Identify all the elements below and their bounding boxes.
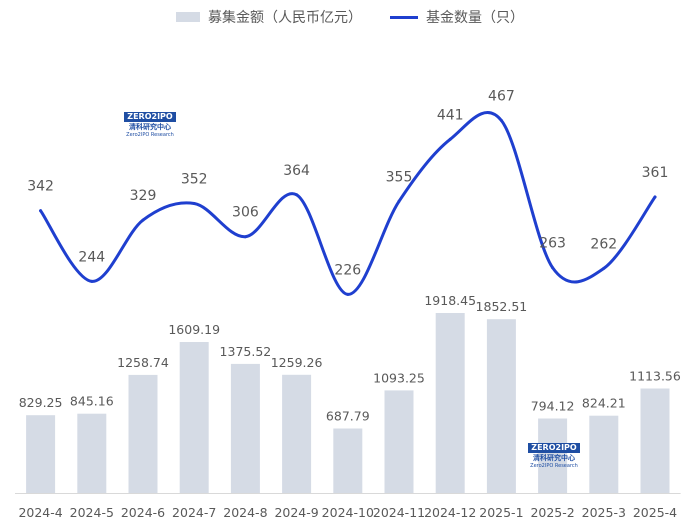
bar-2024-6 bbox=[128, 374, 158, 493]
bar-value-label: 1609.19 bbox=[168, 322, 220, 337]
bar-value-label: 687.79 bbox=[326, 409, 370, 424]
line-point-2024-5 bbox=[90, 279, 94, 283]
x-tick-label: 2024-10 bbox=[322, 505, 374, 520]
line-value-label: 441 bbox=[437, 107, 464, 123]
line-point-2025-1 bbox=[499, 119, 503, 122]
line-point-2024-12 bbox=[448, 137, 452, 141]
line-value-label: 244 bbox=[78, 249, 105, 265]
watermark-en-2: Zero2IPO Research bbox=[530, 463, 578, 469]
bar-2024-12 bbox=[435, 313, 465, 493]
line-point-2024-7 bbox=[192, 202, 196, 205]
watermark-logo-top: ZERO2IPO 清科研究中心 Zero2IPO Research bbox=[120, 104, 180, 139]
bar-value-label: 1113.56 bbox=[629, 369, 681, 384]
watermark-logo-bottom: ZERO2IPO 清科研究中心 Zero2IPO Research bbox=[524, 435, 584, 470]
bar-2025-3 bbox=[589, 415, 619, 493]
bar-2024-5 bbox=[77, 413, 107, 493]
line-value-label: 262 bbox=[590, 236, 617, 252]
line-value-label: 306 bbox=[232, 205, 259, 221]
line-value-label: 226 bbox=[334, 262, 361, 278]
legend-line-label: 基金数量（只） bbox=[426, 10, 524, 26]
legend-item-line: 基金数量（只） bbox=[390, 7, 524, 27]
bar-2024-7 bbox=[179, 342, 209, 493]
bar-value-label: 1918.45 bbox=[424, 293, 476, 308]
bar-2024-11 bbox=[384, 390, 414, 493]
line-value-label: 364 bbox=[283, 163, 310, 179]
legend-bar-swatch bbox=[176, 12, 200, 22]
x-tick-label: 2024-6 bbox=[121, 505, 165, 520]
bar-value-label: 1259.26 bbox=[271, 355, 323, 370]
bar-value-label: 845.16 bbox=[70, 394, 114, 409]
x-tick-label: 2024-8 bbox=[223, 505, 267, 520]
bar-value-label: 1258.74 bbox=[117, 355, 169, 370]
legend: 募集金额（人民币亿元） 基金数量（只） bbox=[0, 6, 700, 28]
line-value-label: 361 bbox=[642, 165, 669, 181]
line-point-2024-9 bbox=[295, 193, 299, 197]
line-point-2024-8 bbox=[243, 235, 247, 239]
x-tick-label: 2024-11 bbox=[373, 505, 425, 520]
bar-2025-2 bbox=[538, 418, 568, 493]
watermark-cn-2: 清科研究中心 bbox=[533, 454, 575, 462]
bar-value-label: 794.12 bbox=[531, 399, 575, 414]
x-tick-label: 2025-2 bbox=[530, 505, 574, 520]
line-value-label: 355 bbox=[386, 169, 413, 185]
bar-2025-4 bbox=[640, 388, 670, 493]
legend-bar-label: 募集金额（人民币亿元） bbox=[208, 10, 362, 26]
bar-2024-10 bbox=[333, 428, 363, 493]
watermark-en: Zero2IPO Research bbox=[126, 132, 174, 138]
line-point-2024-10 bbox=[346, 292, 350, 296]
bar-value-label: 829.25 bbox=[19, 395, 63, 410]
line-point-2025-2 bbox=[551, 266, 555, 270]
line-value-label: 329 bbox=[130, 188, 157, 204]
bar-2024-4 bbox=[26, 415, 56, 493]
x-tick-label: 2025-3 bbox=[582, 505, 626, 520]
line-point-2024-11 bbox=[397, 199, 401, 203]
x-tick-label: 2024-5 bbox=[70, 505, 114, 520]
line-value-label: 352 bbox=[181, 172, 208, 188]
line-point-2025-3 bbox=[602, 266, 606, 270]
watermark-brand-2: ZERO2IPO bbox=[528, 443, 580, 453]
watermark-cn: 清科研究中心 bbox=[129, 123, 171, 131]
bar-value-label: 824.21 bbox=[582, 396, 626, 411]
x-tick-label: 2024-4 bbox=[18, 505, 62, 520]
x-tick-label: 2024-7 bbox=[172, 505, 216, 520]
line-point-2024-4 bbox=[39, 209, 43, 213]
bar-value-label: 1093.25 bbox=[373, 370, 425, 385]
x-tick-label: 2024-9 bbox=[274, 505, 318, 520]
legend-item-bar: 募集金额（人民币亿元） bbox=[176, 7, 362, 27]
line-point-2025-4 bbox=[653, 195, 657, 199]
line-value-label: 342 bbox=[27, 179, 54, 195]
line-point-2024-6 bbox=[141, 218, 145, 222]
bar-value-label: 1852.51 bbox=[476, 299, 528, 314]
x-tick-label: 2024-12 bbox=[424, 505, 476, 520]
x-tick-label: 2025-1 bbox=[479, 505, 523, 520]
bar-2024-9 bbox=[282, 374, 312, 493]
bar-value-label: 1375.52 bbox=[220, 344, 272, 359]
line-value-label: 467 bbox=[488, 89, 515, 105]
x-tick-label: 2025-4 bbox=[633, 505, 677, 520]
watermark-brand: ZERO2IPO bbox=[124, 112, 176, 122]
line-value-label: 263 bbox=[539, 236, 566, 252]
bar-2024-8 bbox=[230, 363, 260, 493]
bar-2025-1 bbox=[486, 319, 516, 493]
legend-line-swatch bbox=[390, 15, 418, 19]
